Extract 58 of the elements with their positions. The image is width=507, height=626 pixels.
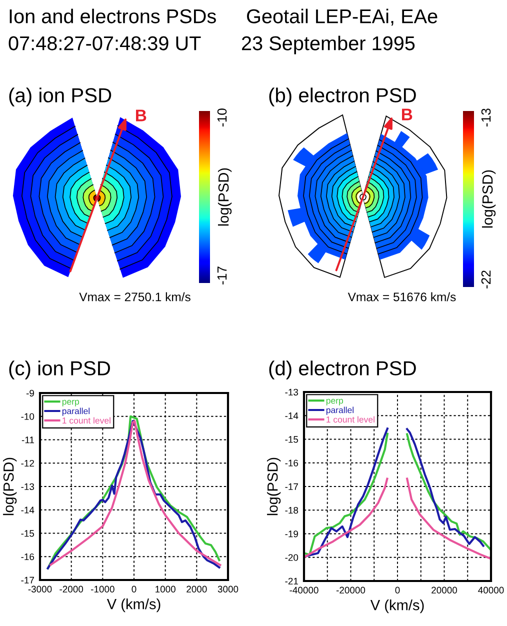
- text: Geotail LEP-EAi, EAe: [247, 8, 438, 26]
- y-tick-label: -10: [21, 413, 34, 420]
- text: B: [402, 108, 412, 120]
- legend-label: parallel: [62, 408, 90, 416]
- x-tick-label: 20000: [432, 586, 458, 594]
- y-tick-label: -15: [21, 530, 34, 537]
- x-tick-label: 3000: [218, 586, 238, 592]
- text: Vmax = 2750.1 km/s: [79, 292, 190, 302]
- text: Vmax = 51676 km/s: [348, 292, 456, 302]
- text: Ion and electrons PSDs: [10, 8, 216, 24]
- y-tick-label: -16: [21, 553, 34, 560]
- x-tick-label: 2000: [186, 586, 207, 592]
- x-axis-title: V (km/s): [370, 600, 424, 614]
- y-tick-label: -21: [285, 578, 298, 584]
- x-tick-label: 40000: [478, 586, 504, 594]
- y-tick-label: -17: [285, 483, 298, 490]
- y-tick-label: -18: [285, 506, 298, 514]
- legend-label: parallel: [326, 406, 354, 415]
- legend-label: perp: [326, 398, 344, 406]
- y-tick-label: -15: [285, 436, 298, 443]
- x-tick-label: -40000: [290, 586, 318, 594]
- y-tick-label: -20: [285, 554, 298, 561]
- y-tick-label: -9: [26, 390, 34, 397]
- x-tick-label: -2000: [60, 586, 84, 592]
- text: -22: [481, 270, 491, 288]
- legend-label: perp: [62, 400, 80, 406]
- legend-label: 1 count level: [326, 416, 374, 423]
- y-tick-label: -13: [21, 483, 34, 490]
- y-tick-label: -17: [21, 576, 34, 584]
- x-tick-label: -1000: [91, 586, 114, 592]
- y-tick-label: -14: [21, 506, 34, 514]
- text: 07:48:27-07:48:39 UT: [8, 36, 201, 50]
- x-tick-label: -3000: [28, 586, 52, 592]
- x-tick-label: 0: [132, 586, 136, 592]
- x-tick-label: 1000: [156, 586, 176, 592]
- x-tick-label: 0: [395, 586, 400, 594]
- text: 23 September 1995: [242, 36, 415, 54]
- legend-label: 1 count level: [62, 417, 110, 424]
- y-axis-title: log(PSD): [267, 458, 281, 516]
- text: (b) electron PSD: [269, 88, 416, 106]
- y-tick-label: -14: [285, 412, 298, 420]
- y-tick-label: -16: [285, 460, 298, 466]
- color-bar-title: log(PSD): [218, 168, 232, 226]
- y-tick-label: -13: [285, 388, 298, 396]
- y-tick-label: -12: [21, 460, 34, 467]
- y-tick-label: -11: [22, 436, 34, 444]
- y-tick-label: -19: [285, 530, 298, 538]
- y-axis-title: log(PSD): [3, 458, 17, 516]
- text: -13: [481, 108, 491, 126]
- color-bar-title: log(PSD): [482, 170, 496, 228]
- x-axis-title: V (km/s): [106, 598, 160, 612]
- x-tick-label: -20000: [336, 586, 366, 594]
- text: -17: [217, 266, 227, 284]
- text: (a) ion PSD: [9, 88, 112, 106]
- chart-title: (c) ion PSD: [9, 360, 110, 380]
- text: B: [136, 110, 146, 122]
- chart-title: (d) electron PSD: [269, 360, 416, 380]
- text: -10: [217, 108, 227, 126]
